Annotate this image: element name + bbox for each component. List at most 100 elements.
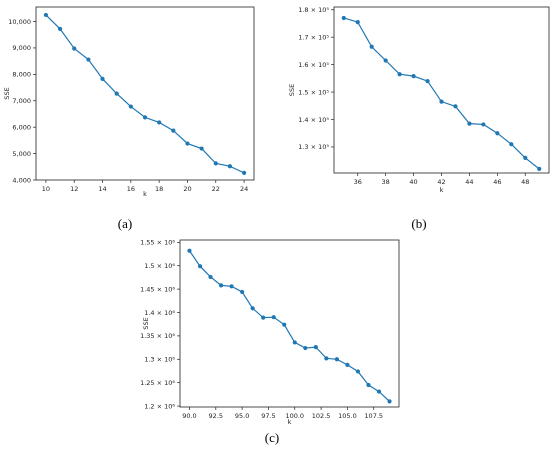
x-tick-label: 24	[240, 185, 248, 193]
x-tick-label: 12	[70, 185, 78, 193]
data-point	[157, 120, 162, 125]
chart-1: 10 12 14 16 18 20 22 24 4,000 5,000 6,000 7,000 8,00…	[3, 6, 255, 231]
data-point	[411, 74, 416, 79]
x-tick-label: 36	[354, 178, 362, 186]
data-point	[523, 155, 528, 161]
data-point	[495, 131, 500, 136]
x-tick-label: 97.5	[261, 412, 275, 420]
y-tick-label: 1.3 × 10⁶	[144, 356, 175, 364]
y-tick-label: 1.5 × 10⁶	[144, 262, 175, 270]
data-point	[57, 26, 63, 32]
y-tick-label: 8,000	[12, 71, 31, 79]
x-tick-label: 44	[465, 178, 473, 186]
data-point	[213, 161, 218, 166]
y-tick-label: 1.7 × 10⁵	[298, 33, 329, 41]
data-point	[185, 141, 190, 146]
data-point	[383, 58, 388, 63]
data-point	[241, 170, 247, 175]
y-tick-label: 1.2 × 10⁶	[144, 402, 175, 410]
x-tick-label: 38	[382, 178, 390, 186]
y-tick-label: 10,000	[8, 18, 31, 26]
series-line	[343, 17, 540, 170]
y-tick-label: 1.55 × 10⁶	[140, 239, 175, 247]
y-tick-label: 1.6 × 10⁵	[298, 61, 329, 69]
data-point	[240, 289, 245, 295]
x-axis-label: k	[288, 418, 292, 426]
x-tick-label: 92.5	[209, 412, 223, 420]
data-point	[227, 164, 233, 169]
data-point	[208, 274, 213, 280]
x-tick-label: 40	[409, 178, 417, 186]
subfigure-caption: (c)	[265, 430, 279, 445]
data-point	[334, 357, 339, 362]
plot-frame	[179, 239, 400, 408]
subfigure-caption: (b)	[411, 216, 426, 231]
data-point	[324, 356, 329, 361]
y-tick-label: 1.3 × 10⁵	[298, 143, 329, 151]
data-point	[425, 78, 430, 84]
data-point	[376, 389, 382, 394]
data-point	[171, 128, 176, 133]
data-point	[439, 99, 444, 104]
data-point	[509, 142, 514, 147]
plot-frame	[333, 6, 550, 174]
data-point	[72, 46, 77, 51]
data-point	[537, 166, 542, 171]
y-tick-label: 1.4 × 10⁶	[144, 309, 175, 317]
data-point	[341, 15, 346, 21]
data-point	[355, 369, 361, 374]
data-point	[467, 121, 472, 126]
data-point	[86, 57, 91, 62]
data-point	[369, 44, 374, 49]
x-tick-label: 42	[437, 178, 445, 186]
data-point	[271, 315, 276, 320]
data-point	[187, 248, 192, 253]
data-point	[453, 104, 458, 109]
data-point	[355, 19, 360, 25]
data-point	[366, 382, 371, 388]
y-axis-label: SSE	[142, 317, 150, 329]
y-tick-label: 1.25 × 10⁶	[140, 379, 175, 387]
data-point	[387, 399, 392, 404]
x-tick-label: 18	[155, 185, 163, 193]
x-tick-label: 10	[42, 185, 50, 193]
data-point	[250, 306, 255, 311]
x-tick-label: 22	[212, 185, 220, 193]
data-point	[218, 283, 224, 288]
data-point	[197, 264, 203, 269]
series-line	[45, 14, 245, 174]
data-point	[114, 91, 119, 96]
data-point	[142, 115, 148, 120]
data-point	[261, 315, 266, 320]
x-tick-label: 46	[493, 178, 501, 186]
y-tick-label: 1.4 × 10⁵	[298, 116, 329, 124]
series-line	[188, 250, 390, 402]
x-tick-label: 90.0	[182, 412, 196, 420]
y-tick-label: 4,000	[12, 176, 31, 184]
data-point	[345, 362, 350, 367]
chart-3: 90.0 92.5 95.0 97.5 100.0 102.5 105.0 107.5 1.2 …	[140, 239, 400, 445]
x-tick-label: 102.5	[312, 412, 331, 420]
x-tick-label: 16	[127, 185, 135, 193]
x-tick-label: 105.0	[338, 412, 357, 420]
y-axis-label: SSE	[3, 87, 11, 99]
data-point	[128, 104, 133, 109]
y-tick-label: 7,000	[12, 97, 31, 105]
y-tick-label: 6,000	[12, 123, 31, 131]
y-tick-label: 1.35 × 10⁶	[140, 332, 175, 340]
x-tick-label: 107.5	[364, 412, 383, 420]
x-tick-label: 95.0	[235, 412, 249, 420]
x-axis-label: k	[440, 186, 444, 194]
y-tick-label: 1.45 × 10⁶	[140, 285, 175, 293]
x-tick-label: 14	[98, 185, 106, 193]
data-point	[481, 122, 486, 127]
y-tick-label: 5,000	[12, 150, 31, 158]
data-point	[229, 284, 234, 289]
data-point	[292, 340, 297, 345]
x-axis-label: k	[143, 190, 147, 198]
x-tick-label: 48	[521, 178, 529, 186]
subfigure-caption: (a)	[118, 216, 132, 231]
y-tick-label: 9,000	[12, 44, 31, 52]
plot-frame	[35, 6, 255, 181]
